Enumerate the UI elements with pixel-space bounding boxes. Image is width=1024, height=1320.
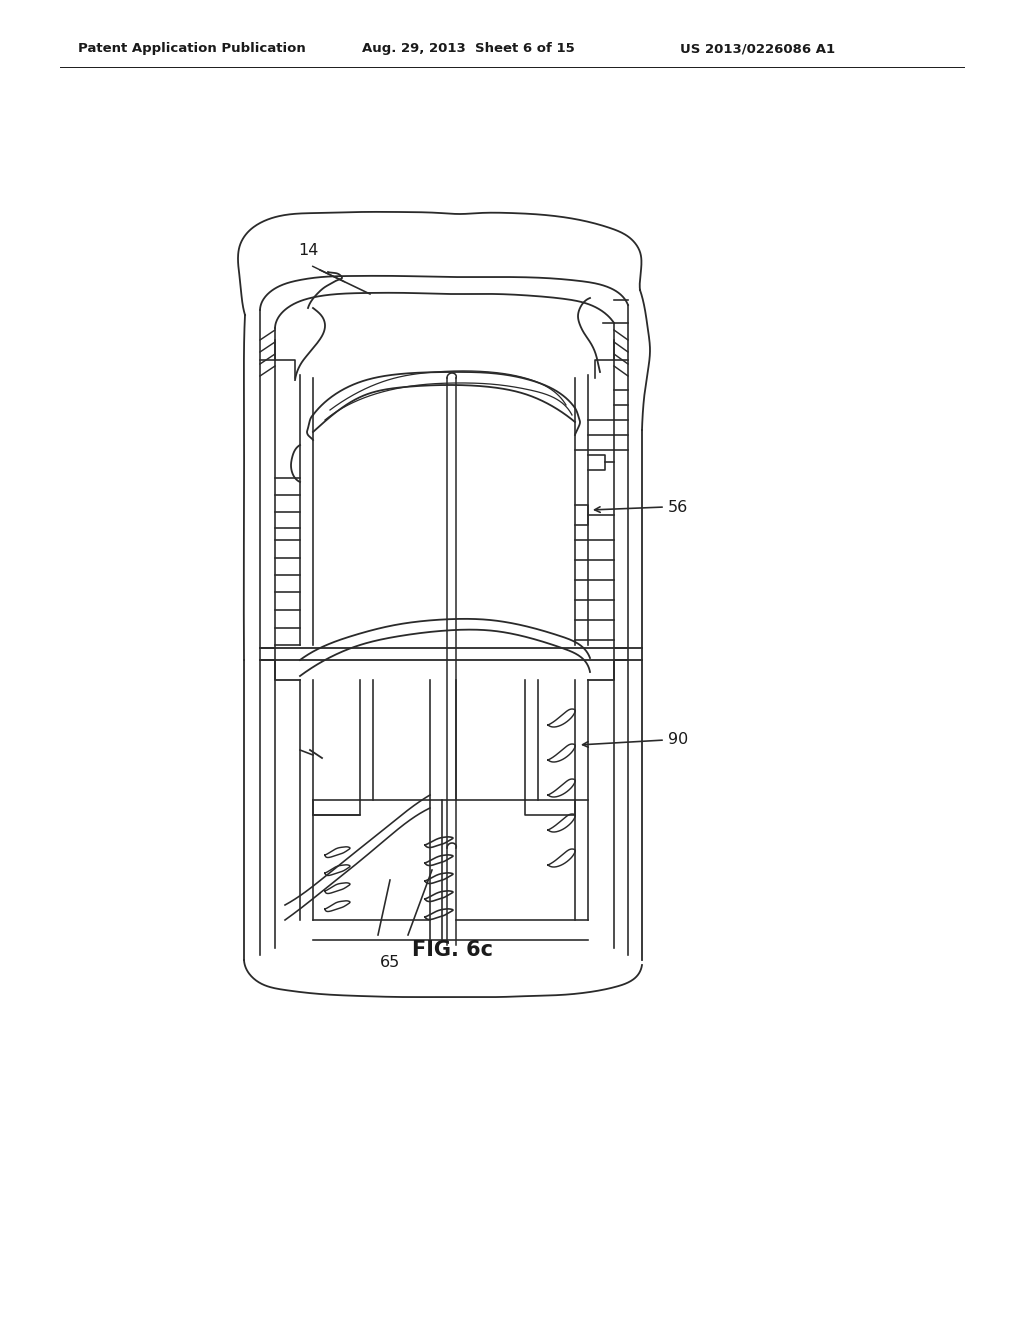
Text: 14: 14 — [298, 243, 318, 257]
Text: FIG. 6c: FIG. 6c — [413, 940, 494, 960]
Text: US 2013/0226086 A1: US 2013/0226086 A1 — [680, 42, 836, 55]
Text: 90: 90 — [668, 733, 688, 747]
Text: 65: 65 — [380, 954, 400, 970]
Text: Patent Application Publication: Patent Application Publication — [78, 42, 306, 55]
Text: 56: 56 — [668, 499, 688, 515]
Text: Aug. 29, 2013  Sheet 6 of 15: Aug. 29, 2013 Sheet 6 of 15 — [362, 42, 574, 55]
